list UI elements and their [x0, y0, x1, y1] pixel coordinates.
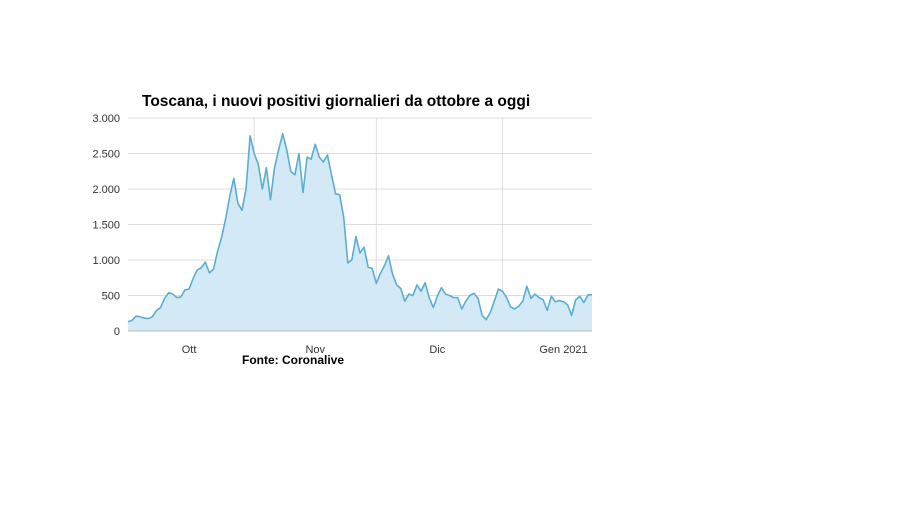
series-area — [128, 133, 592, 331]
source-note: Fonte: Coronalive — [242, 353, 345, 367]
x-tick-label: Gen 2021 — [539, 344, 587, 356]
y-axis-ticks: 0 500 1.000 1.500 2.000 2.500 3.000 — [92, 113, 120, 338]
y-tick-label: 2.500 — [92, 149, 120, 161]
x-axis-ticks: Ott Nov Dic Gen 2021 — [182, 344, 588, 356]
x-tick-label: Nov — [305, 344, 325, 356]
y-tick-label: 1.500 — [92, 220, 120, 232]
y-tick-label: 1.000 — [92, 255, 120, 267]
chart-title: Toscana, i nuovi positivi giornalieri da… — [142, 93, 531, 110]
y-tick-label: 2.000 — [92, 184, 120, 196]
y-tick-label: 3.000 — [92, 113, 120, 125]
y-tick-label: 500 — [102, 291, 120, 303]
x-tick-label: Dic — [429, 344, 445, 356]
x-tick-label: Ott — [182, 344, 197, 356]
y-tick-label: 0 — [114, 326, 120, 338]
series-line — [127, 132, 592, 323]
